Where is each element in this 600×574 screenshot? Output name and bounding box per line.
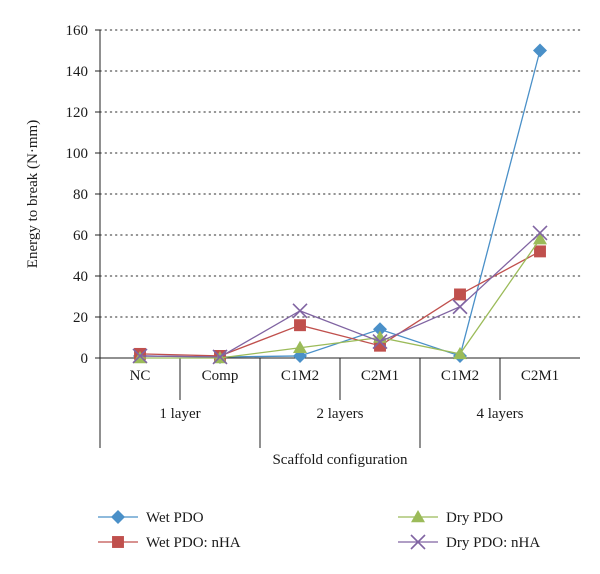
x-category-label: C2M1 [361, 368, 399, 384]
series-line [139, 232, 541, 358]
x-group-label: 2 layers [316, 406, 363, 422]
y-tick-label: 140 [66, 64, 89, 80]
data-point [294, 319, 306, 332]
data-point [454, 288, 466, 301]
y-tick-labels: 0 20 40 60 80 100 120 140 160 [66, 23, 89, 367]
legend-label: Wet PDO: nHA [146, 535, 241, 551]
x-category-labels: NC Comp C1M2 C2M1 C1M2 C2M1 [130, 368, 560, 384]
legend-item: Wet PDO [98, 510, 204, 526]
grid-lines [99, 29, 581, 318]
y-tick-label: 160 [66, 23, 89, 39]
data-point [453, 346, 467, 360]
legend-item: Dry PDO [398, 510, 503, 526]
data-point [132, 348, 148, 364]
data-point [372, 334, 388, 350]
x-category-label: C1M2 [441, 368, 479, 384]
legend-marker [411, 510, 425, 523]
series-dry-pdo-nha [132, 225, 548, 365]
data-series [132, 43, 548, 365]
x-category-label: Comp [202, 368, 239, 384]
data-point [292, 303, 308, 319]
x-group-labels: 1 layer 2 layers 4 layers [159, 406, 523, 422]
legend: Wet PDO Wet PDO: nHA Dry PDO Dry PDO: nHA [98, 510, 540, 551]
data-point [212, 349, 228, 365]
legend-label: Wet PDO [146, 510, 204, 526]
data-point [534, 245, 546, 258]
x-axis-label: Scaffold configuration [272, 452, 408, 468]
data-point [293, 340, 307, 353]
legend-marker [410, 534, 426, 550]
x-category-label: C1M2 [281, 368, 319, 384]
data-point [533, 43, 547, 58]
legend-item: Wet PDO: nHA [98, 535, 241, 551]
axes [95, 29, 580, 448]
data-point [373, 322, 387, 337]
y-tick-label: 0 [81, 351, 89, 367]
y-tick-label: 120 [66, 105, 89, 121]
series-line [139, 50, 541, 358]
data-point [533, 232, 547, 245]
y-tick-label: 80 [73, 187, 88, 203]
series-line [140, 238, 541, 359]
x-category-label: C2M1 [521, 368, 559, 384]
legend-marker [112, 536, 124, 548]
x-group-label: 1 layer [159, 406, 200, 422]
y-tick-label: 20 [73, 310, 88, 326]
series-line [139, 250, 541, 357]
legend-label: Dry PDO [446, 510, 503, 526]
data-point [374, 339, 386, 352]
x-category-label: NC [130, 368, 151, 384]
y-tick-label: 60 [73, 228, 88, 244]
legend-item: Dry PDO: nHA [398, 534, 540, 551]
y-tick-label: 40 [73, 269, 88, 285]
data-point [532, 225, 548, 241]
data-point [452, 299, 468, 315]
series-dry-pdo [133, 232, 547, 364]
y-tick-label: 100 [66, 146, 89, 162]
legend-marker [111, 510, 125, 524]
y-axis-label: Energy to break (N·mm) [25, 120, 41, 268]
series-wet-pdo [133, 43, 547, 364]
legend-label: Dry PDO: nHA [446, 535, 540, 551]
x-group-label: 4 layers [476, 406, 523, 422]
